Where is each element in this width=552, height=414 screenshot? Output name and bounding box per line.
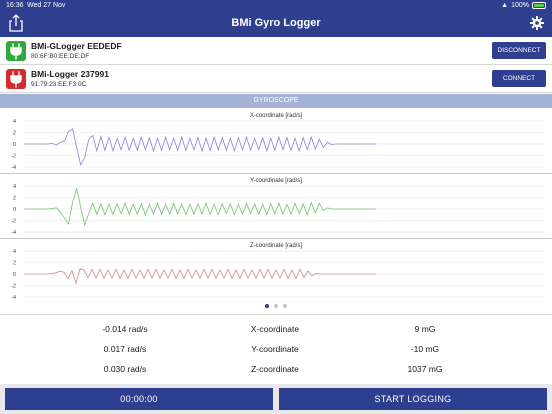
readings-panel: -0.014 rad/s X-coordinate 9 mG 0.017 rad… [0, 314, 552, 382]
device-name: BMi-Logger 237991 [31, 69, 109, 79]
plug-disconnected-icon [6, 69, 26, 89]
share-icon [9, 14, 23, 32]
plug-connected-icon [6, 41, 26, 61]
chart-divider [0, 238, 552, 239]
gear-icon [530, 16, 544, 30]
page-dot[interactable] [274, 304, 278, 308]
chart-z[interactable]: Z-coordinate [rad/s] 4 2 0 -2 -4 [0, 239, 552, 301]
y-tick-label: 2 [13, 131, 16, 137]
page-indicator[interactable] [0, 304, 552, 308]
y-tick-label: 0 [13, 207, 16, 213]
status-time: 16:36 [6, 2, 24, 9]
mg-value: -10 mG [410, 344, 440, 354]
chart-svg: Y-coordinate [rad/s] 4 2 0 -2 -4 [11, 178, 544, 236]
y-tick-label: 4 [13, 119, 16, 125]
chart-title: Y-coordinate [rad/s] [250, 178, 302, 184]
page-dot[interactable] [265, 304, 269, 308]
chart-title: Z-coordinate [rad/s] [250, 243, 302, 249]
mg-value: 9 mG [414, 324, 436, 334]
section-header: GYROSCOPE [0, 94, 552, 108]
battery-percent: 100% [511, 2, 529, 9]
chart-y[interactable]: Y-coordinate [rad/s] 4 2 0 -2 -4 [0, 174, 552, 236]
chart-svg: X-coordinate [rad/s] 4 2 0 -2 -4 [11, 113, 544, 171]
device-name: BMi-GLogger EEDEDF [31, 41, 122, 51]
device-mac: 80:6F:B0:EE:DE:DF [31, 53, 90, 60]
y-tick-label: -2 [11, 154, 16, 160]
y-tick-label: 2 [13, 196, 16, 202]
chart-svg: Z-coordinate [rad/s] 4 2 0 -2 -4 [11, 243, 544, 301]
device-row[interactable]: BMi-Logger 237991 91:79:23:EE:F3:0C CONN… [0, 65, 552, 93]
share-button[interactable] [8, 14, 24, 32]
app-header: 16:36 Wed 27 Nov ▲ 100% BMi Gyro Logger [0, 0, 552, 37]
device-row[interactable]: BMi-GLogger EEDEDF 80:6F:B0:EE:DE:DF DIS… [0, 37, 552, 65]
series-line [24, 268, 376, 285]
series-line [24, 188, 376, 227]
rad-value: -0.014 rad/s [102, 324, 148, 334]
y-tick-label: -4 [11, 165, 16, 171]
reading-row: 0.030 rad/s Z-coordinate 1037 mG [0, 361, 552, 381]
y-tick-label: -4 [11, 295, 16, 301]
series-line [24, 128, 376, 166]
rad-value: 0.017 rad/s [103, 344, 147, 354]
disconnect-button[interactable]: DISCONNECT [492, 42, 546, 59]
bottom-bar: 00:00:00 START LOGGING [0, 384, 552, 414]
chart-x[interactable]: X-coordinate [rad/s] 4 2 0 -2 -4 [0, 109, 552, 171]
y-tick-label: 2 [13, 261, 16, 267]
y-tick-label: 0 [13, 272, 16, 278]
mg-value: 1037 mG [407, 364, 443, 374]
status-date: Wed 27 Nov [27, 2, 66, 9]
timer-button[interactable]: 00:00:00 [5, 388, 273, 410]
reading-row: -0.014 rad/s X-coordinate 9 mG [0, 321, 552, 341]
reading-row: 0.017 rad/s Y-coordinate -10 mG [0, 341, 552, 361]
y-tick-label: 4 [13, 184, 16, 190]
y-tick-label: 0 [13, 142, 16, 148]
axis-label: Y-coordinate [251, 344, 299, 354]
rad-value: 0.030 rad/s [103, 364, 147, 374]
connect-button[interactable]: CONNECT [492, 70, 546, 87]
start-logging-button[interactable]: START LOGGING [279, 388, 547, 410]
y-tick-label: -2 [11, 284, 16, 290]
axis-label: X-coordinate [250, 324, 300, 334]
settings-button[interactable] [530, 16, 544, 30]
page-dot[interactable] [283, 304, 287, 308]
chart-title: X-coordinate [rad/s] [250, 113, 303, 119]
y-tick-label: 4 [13, 249, 16, 255]
axis-label: Z-coordinate [251, 364, 299, 374]
wifi-icon: ▲ [501, 2, 509, 9]
device-mac: 91:79:23:EE:F3:0C [31, 81, 87, 88]
page-title: BMi Gyro Logger [231, 17, 321, 29]
status-indicators: ▲ 100% [501, 2, 546, 9]
y-tick-label: -2 [11, 219, 16, 225]
y-tick-label: -4 [11, 230, 16, 236]
chart-divider [0, 173, 552, 174]
battery-icon [532, 2, 546, 9]
